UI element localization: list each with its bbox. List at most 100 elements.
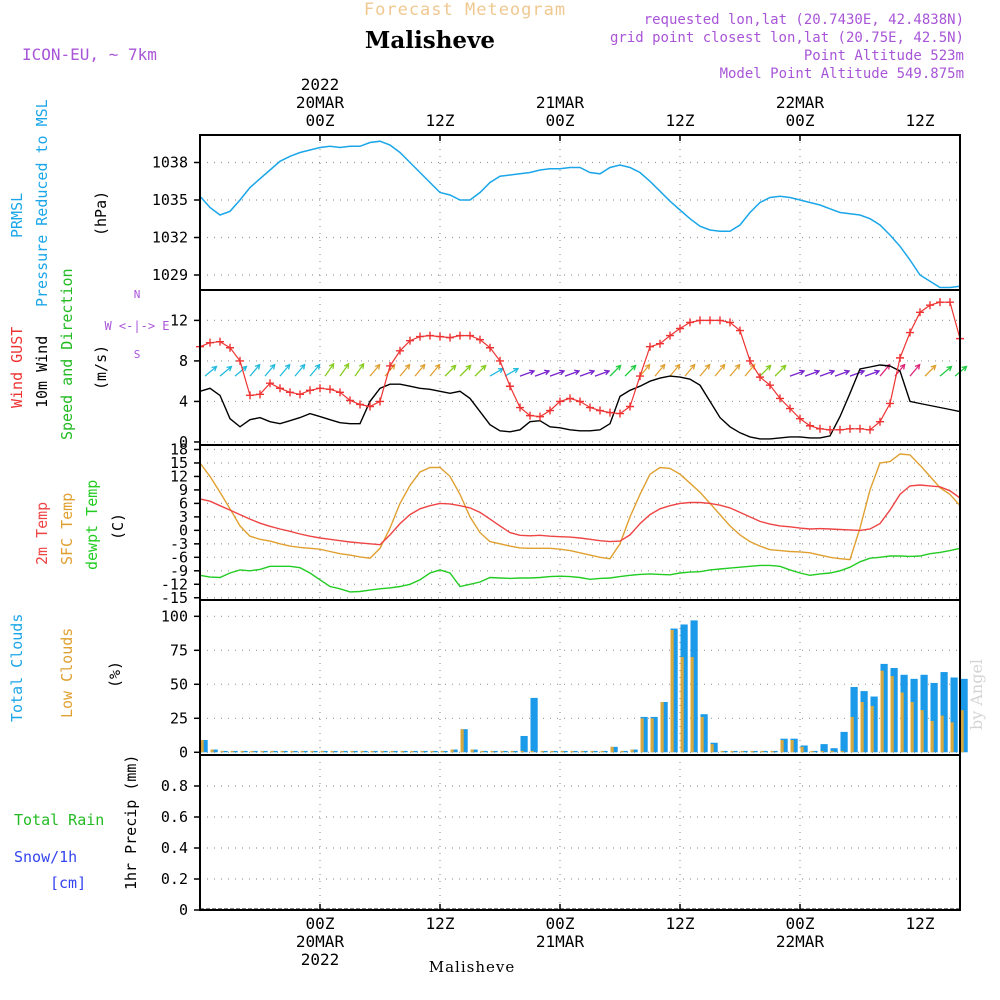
ytick-label: -3 [170,535,188,553]
wind-barb [489,368,504,377]
compass-n: N [134,288,141,301]
low-cloud-bar [310,750,314,753]
gust-marker [606,408,614,417]
wind-barb-head [269,363,276,370]
total-cloud-bar [490,750,498,753]
wind-barb [369,364,381,377]
gust-marker [946,298,954,307]
gust-marker [436,332,444,341]
wind-barb-head [512,367,520,374]
total-cloud-bar [250,750,258,753]
gust-marker [826,425,834,434]
low-cloud-bar [740,750,744,753]
total-cloud-bar [630,749,638,753]
ytick-label: 12 [170,467,188,485]
wind-barb [444,365,457,377]
wind-barb [339,363,350,377]
wind-barb-head [574,369,581,376]
panel-frame-clouds [199,599,961,756]
low-cloud-bar [710,744,714,753]
total-cloud-bar [620,750,628,753]
gust-marker [596,406,604,415]
total-cloud-bar [710,742,718,753]
gust-marker [406,336,414,345]
ytick-label: 0.6 [161,808,188,826]
wind-barb-head [450,364,457,371]
total-cloud-bar [440,750,448,753]
wind-barb [834,370,850,377]
total-cloud-bar [420,750,428,753]
sfc-temp-line [199,453,961,561]
total-cloud-bar [530,697,538,753]
pressure-unit: (hPa) [92,191,110,236]
ytick-label: 18 [170,440,188,458]
low-cloud-bar [780,740,784,753]
gust-marker [756,373,764,382]
wind-barb [294,364,306,377]
total-cloud-bar [930,682,938,753]
gust-marker [916,308,924,317]
gust-marker [936,298,944,307]
total-cloud-bar [850,687,858,753]
gust-marker [696,316,704,325]
wind-barb [639,364,651,377]
wind-barb-head [659,363,666,370]
frame-layer [194,134,961,911]
wind-barb-head [343,362,350,369]
compass-we: W <-|-> E [104,319,169,333]
low-cloud-bar [530,750,534,753]
total-cloud-bar [920,674,928,753]
gust-marker [316,384,324,393]
total-cloud-bar [960,678,968,753]
ytick-label: -12 [161,575,188,593]
total-cloud-bar [560,750,568,753]
watermark: by Angel [967,659,986,730]
requested-coords: requested lon,lat (20.7430E, 42.4838N) [644,12,964,28]
total-cloud-bar [240,750,248,753]
total-cloud-bar [550,750,558,753]
model-label: ICON-EU, ~ 7km [22,45,157,64]
pressure-label-2: Pressure Reduced to MSL [33,99,51,307]
low-cloud-bar [810,750,814,753]
wind-barb-head [844,369,851,376]
total-cloud-bar [390,750,398,753]
gust-marker [466,331,474,340]
total-cloud-bar [810,750,818,753]
gust-marker [226,343,234,352]
wind-barb [594,370,610,377]
wind-barb-head [419,363,426,370]
wind-barb-head [226,365,233,372]
low-cloud-bar [890,676,894,753]
ytick-label: 3 [179,508,188,526]
total-cloud-bar [270,750,278,753]
wind-label-10m: 10m Wind [33,336,51,408]
total-cloud-bar [460,729,468,753]
wind-barb [249,364,261,377]
low-cloud-bar [470,749,474,753]
gust-marker [376,397,384,406]
xtick-label-bottom: 12Z [906,914,935,933]
ytick-label: 1035 [152,191,188,209]
ytick-label: 9 [179,481,188,499]
xtick-label-top: 12Z [426,111,455,130]
gust-marker [666,331,674,340]
temp-unit: (C) [109,513,127,540]
gust-marker [266,379,274,388]
prmsl-line [199,140,961,289]
gust-marker [676,324,684,333]
wind-barb [549,370,565,377]
precip-unit: 1hr Precip (mm) [122,755,140,890]
wind-barb [774,365,787,377]
low-cloud-bar [510,750,514,753]
total-cloud-bar [330,750,338,753]
wind-barb-head [589,369,596,376]
wind-barb-head [644,363,651,370]
low-cloud-bar [370,750,374,753]
wind-barb-head [899,363,906,370]
low-cloud-bar [770,750,774,753]
gust-marker [566,394,574,403]
xtick-label-bottom: 22MAR [776,932,825,951]
low-cloud-bar [520,750,524,753]
pressure-label-1: PRMSL [8,193,26,238]
